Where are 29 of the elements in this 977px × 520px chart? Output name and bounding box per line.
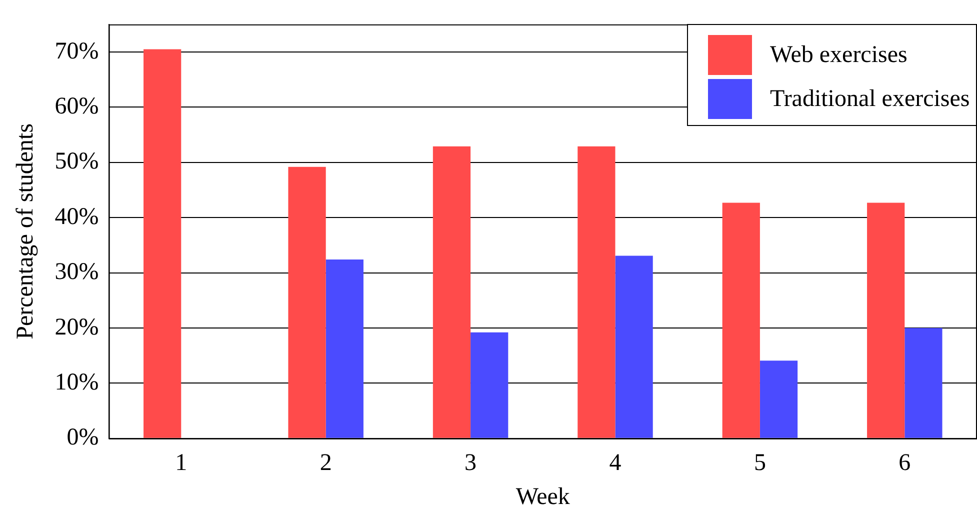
bar — [615, 256, 653, 438]
y-tick-label: 20% — [54, 314, 99, 340]
x-tick-label: 1 — [175, 450, 188, 476]
bar — [904, 328, 942, 438]
legend-label: Traditional exercises — [770, 86, 970, 113]
y-tick-label: 30% — [54, 259, 99, 286]
x-tick-label: 4 — [609, 450, 622, 476]
bar — [470, 332, 508, 438]
x-axis-title: Week — [516, 484, 570, 510]
y-axis-title: Percentage of students — [12, 123, 39, 340]
bar — [760, 360, 798, 438]
y-tick-label: 40% — [54, 204, 99, 230]
y-tick-label: 60% — [54, 93, 99, 120]
bar — [432, 146, 471, 438]
x-tick-label: 6 — [898, 450, 911, 476]
y-tick-label: 50% — [54, 148, 99, 175]
bar — [722, 202, 760, 438]
y-tick-label: 0% — [66, 424, 99, 451]
bar — [144, 49, 182, 438]
bar — [326, 260, 364, 438]
x-tick-label: 5 — [754, 450, 766, 476]
y-tick-label: 10% — [54, 369, 99, 396]
bar — [578, 146, 616, 438]
legend-label: Web exercises — [770, 42, 908, 69]
x-tick-label: 2 — [320, 450, 332, 476]
y-tick-label: 70% — [54, 38, 99, 64]
bar — [867, 202, 905, 438]
bar — [288, 166, 326, 438]
x-tick-label: 3 — [464, 450, 477, 476]
